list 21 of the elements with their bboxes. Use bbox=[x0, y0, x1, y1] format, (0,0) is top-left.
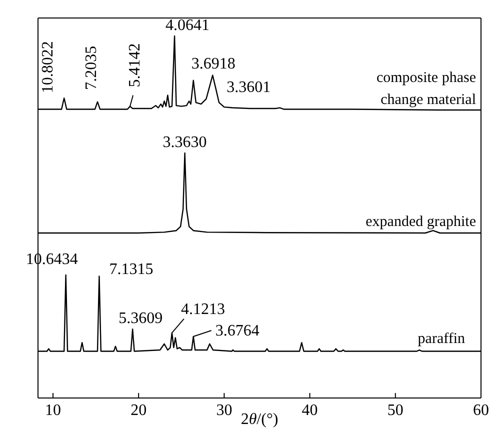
x-tick-label: 30 bbox=[216, 402, 232, 419]
annotation: 7.2035 bbox=[82, 46, 100, 90]
annotation: 3.3601 bbox=[226, 79, 271, 96]
x-tick-label: 60 bbox=[473, 402, 489, 419]
annotation: 3.6918 bbox=[191, 55, 236, 72]
annotation: 5.4142 bbox=[126, 43, 144, 88]
x-tick-label: 50 bbox=[387, 402, 404, 419]
annotation: 5.3609 bbox=[118, 310, 163, 328]
series-label: composite phase change material bbox=[376, 70, 476, 108]
x-tick-label: 10 bbox=[44, 402, 61, 419]
annotation: 7.1315 bbox=[109, 261, 154, 278]
series-label: expanded graphite bbox=[366, 214, 476, 230]
series-label: paraffin bbox=[418, 331, 466, 347]
x-tick-label: 40 bbox=[302, 402, 318, 419]
annotation: 4.1213 bbox=[180, 300, 225, 318]
annotation: 4.0641 bbox=[166, 17, 210, 34]
annotation: 10.8022 bbox=[40, 41, 57, 94]
x-tick-label: 20 bbox=[130, 402, 147, 419]
annotation: 3.3630 bbox=[162, 134, 207, 151]
annotation: 3.6764 bbox=[215, 322, 260, 340]
x-axis-title: 2θ/(°) bbox=[240, 411, 278, 428]
